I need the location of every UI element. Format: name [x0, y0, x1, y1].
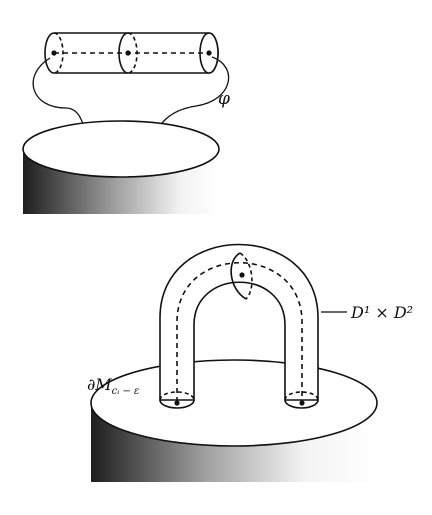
manifold-cylinder-bottom — [90, 359, 378, 482]
boundary-symbol: ∂M — [87, 375, 112, 394]
cylinder-core-points — [51, 50, 212, 56]
phi-label: φ — [218, 89, 230, 109]
handle-cylinder-top — [44, 32, 219, 74]
manifold-cylinder-top — [22, 120, 220, 214]
boundary-subscript: cᵢ − ε — [112, 386, 140, 397]
d1xd2-label: D¹ × D² — [350, 303, 413, 322]
boundary-label: ∂Mcᵢ − ε — [87, 375, 139, 397]
attached-handle — [159, 243, 319, 409]
handle-core-points — [174, 272, 305, 406]
